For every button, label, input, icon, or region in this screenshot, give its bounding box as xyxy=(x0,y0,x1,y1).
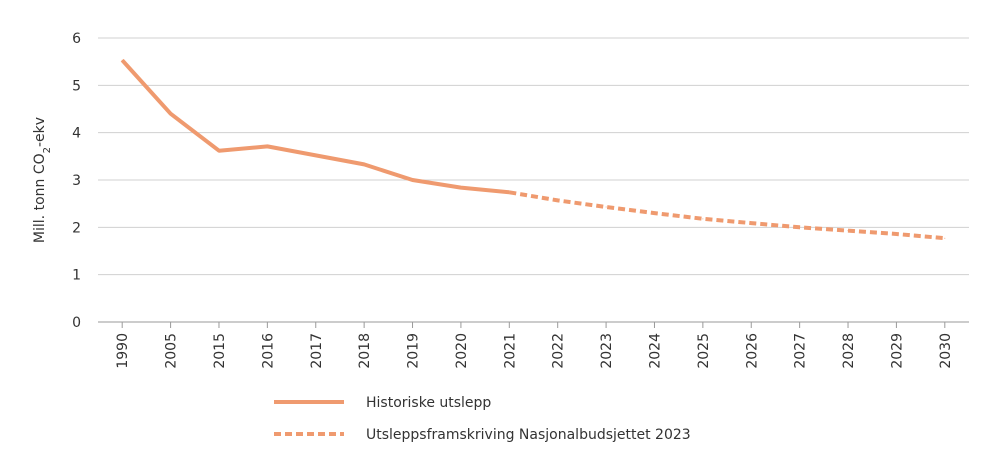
series-line-projection xyxy=(508,190,945,241)
data-point xyxy=(557,199,559,201)
x-tick-label: 2005 xyxy=(164,333,180,369)
x-axis-ticks: 1990 2005 2015 2016 2017 2018 2019 2020 2021 2022… xyxy=(115,322,954,369)
y-tick-label: 4 xyxy=(72,126,81,142)
data-point xyxy=(653,212,655,214)
data-point xyxy=(363,163,365,165)
data-point xyxy=(460,187,462,189)
y-tick-label: 3 xyxy=(72,173,81,189)
x-tick-label: 2025 xyxy=(696,333,712,369)
data-point xyxy=(605,206,607,208)
data-point xyxy=(847,230,849,232)
x-tick-label: 2016 xyxy=(260,333,276,369)
y-axis-ticks: 0 1 2 3 4 5 6 xyxy=(72,31,81,331)
y-tick-label: 2 xyxy=(72,220,81,236)
data-point xyxy=(218,150,220,152)
x-tick-label: 2028 xyxy=(841,333,857,369)
data-point xyxy=(799,226,801,228)
x-tick-label: 2030 xyxy=(938,333,954,369)
x-tick-label: 2023 xyxy=(599,333,615,369)
gridlines xyxy=(98,37,969,323)
data-point xyxy=(750,222,752,224)
x-tick-label: 2027 xyxy=(793,333,809,369)
series-line-historical xyxy=(120,58,510,195)
x-tick-label: 2021 xyxy=(502,333,518,369)
data-point xyxy=(895,233,897,235)
x-tick-label: 2019 xyxy=(406,333,422,369)
legend: Historiske utslepp Utsleppsframskriving N… xyxy=(274,395,691,443)
y-tick-label: 1 xyxy=(72,268,81,284)
x-tick-label: 2022 xyxy=(551,333,567,369)
data-point xyxy=(412,179,414,181)
x-tick-label: 1990 xyxy=(115,333,131,369)
x-tick-label: 2029 xyxy=(889,333,905,369)
y-tick-label: 5 xyxy=(72,78,81,94)
data-point xyxy=(944,237,946,239)
data-point xyxy=(508,191,510,193)
legend-label: Historiske utslepp xyxy=(366,395,491,411)
y-tick-label: 0 xyxy=(72,315,81,331)
legend-label: Utsleppsframskriving Nasjonalbudsjettet … xyxy=(366,427,691,443)
x-tick-label: 2024 xyxy=(647,333,663,369)
x-tick-label: 2018 xyxy=(357,333,373,369)
x-tick-label: 2026 xyxy=(744,333,760,369)
x-tick-label: 2017 xyxy=(309,333,325,369)
data-point xyxy=(315,154,317,156)
y-axis-label: Mill. tonn CO2-ekv xyxy=(32,117,53,243)
data-point xyxy=(266,145,268,147)
data-point xyxy=(121,59,123,61)
x-tick-label: 2015 xyxy=(212,333,228,369)
data-point xyxy=(702,218,704,220)
x-tick-label: 2020 xyxy=(454,333,470,369)
data-point xyxy=(170,113,172,115)
series-lines xyxy=(120,58,946,241)
y-tick-label: 6 xyxy=(72,31,81,47)
